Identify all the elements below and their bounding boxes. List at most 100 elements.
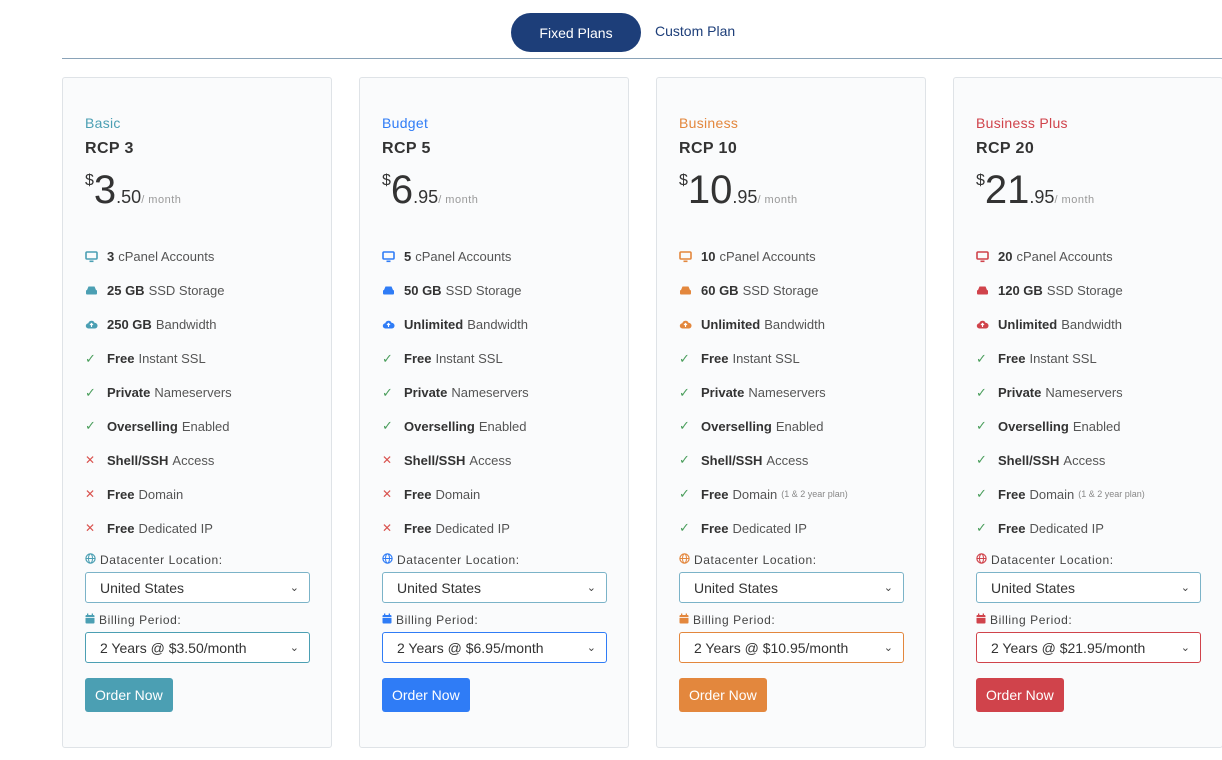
feature-item: ✓ Overselling Enabled xyxy=(85,409,325,443)
plan-name: RCP 3 xyxy=(85,140,134,157)
feature-highlight: Free xyxy=(998,520,1026,536)
billing-period-select[interactable]: 2 Years @ $6.95/month ⌄ xyxy=(382,632,607,663)
billing-label-text: Billing Period: xyxy=(396,613,479,627)
check-icon: ✓ xyxy=(679,384,690,400)
check-icon: ✓ xyxy=(976,486,987,502)
feature-text: Instant SSL xyxy=(435,351,503,367)
feature-text: Nameservers xyxy=(451,385,529,400)
feature-item: ✓ Private Nameservers xyxy=(85,376,325,410)
monitor-icon xyxy=(976,251,998,263)
order-now-button[interactable]: Order Now xyxy=(382,678,470,712)
feature-highlight: Free xyxy=(998,486,1026,502)
billing-label-text: Billing Period: xyxy=(99,613,182,627)
plan-name: RCP 5 xyxy=(382,140,431,157)
feature-text: Nameservers xyxy=(748,385,826,400)
storage-icon xyxy=(679,285,701,296)
datacenter-label-text: Datacenter Location: xyxy=(100,553,223,567)
cloud-icon xyxy=(382,319,404,330)
tab-fixed-plans[interactable]: Fixed Plans xyxy=(511,13,641,52)
billing-label: Billing Period: xyxy=(85,613,181,627)
feature-highlight: Private xyxy=(998,385,1042,400)
feature-item: ✓ Free Dedicated IP xyxy=(976,511,1216,545)
feature-item: ✓ Free Instant SSL xyxy=(382,342,622,376)
feature-item: ✓ Shell/SSH Access xyxy=(679,443,919,477)
feature-text: Bandwidth xyxy=(155,317,217,333)
storage-icon xyxy=(976,285,998,296)
feature-item: 20 cPanel Accounts xyxy=(976,240,1216,274)
feature-text: Bandwidth xyxy=(467,317,528,333)
feature-text: Instant SSL xyxy=(1029,351,1097,367)
feature-text: Domain xyxy=(732,486,778,502)
feature-item: ✓ Free Dedicated IP xyxy=(679,511,919,545)
feature-text: Access xyxy=(172,452,215,468)
price-period: / month xyxy=(141,194,182,206)
cross-icon: ✕ xyxy=(382,453,393,468)
plan-price: $10.95/ month xyxy=(679,168,798,212)
globe-icon xyxy=(382,553,393,567)
check-icon: ✓ xyxy=(679,520,690,536)
feature-highlight: 120 GB xyxy=(998,283,1043,299)
plan-price: $6.95/ month xyxy=(382,168,478,212)
feature-item: 5 cPanel Accounts xyxy=(382,240,622,274)
billing-label: Billing Period: xyxy=(679,613,775,627)
feature-text: Nameservers xyxy=(154,385,232,400)
order-now-button[interactable]: Order Now xyxy=(85,678,173,712)
order-now-button[interactable]: Order Now xyxy=(679,678,767,712)
datacenter-label: Datacenter Location: xyxy=(976,553,1114,567)
price-decimal: .50 xyxy=(116,187,142,207)
chevron-down-icon: ⌄ xyxy=(1180,642,1190,654)
feature-text: Access xyxy=(766,452,809,468)
feature-highlight: Overselling xyxy=(998,418,1069,434)
datacenter-select[interactable]: United States ⌄ xyxy=(85,572,310,603)
feature-item: ✓ Free Domain (1 & 2 year plan) xyxy=(679,477,919,511)
datacenter-select[interactable]: United States ⌄ xyxy=(976,572,1201,603)
billing-value: 2 Years @ $21.95/month xyxy=(991,639,1146,656)
feature-item: ✕ Shell/SSH Access xyxy=(382,443,622,477)
cross-icon: ✕ xyxy=(85,453,96,468)
calendar-icon xyxy=(85,613,95,627)
billing-label-text: Billing Period: xyxy=(990,613,1073,627)
feature-highlight: Overselling xyxy=(404,418,475,434)
check-icon: ✓ xyxy=(85,384,96,400)
check-icon: ✓ xyxy=(976,418,987,434)
feature-list: 20 cPanel Accounts 120 GB SSD Storage Un… xyxy=(976,240,1216,545)
feature-item: 250 GB Bandwidth xyxy=(85,308,325,342)
check-icon: ✓ xyxy=(679,452,690,468)
feature-text: Bandwidth xyxy=(1061,317,1122,333)
billing-period-select[interactable]: 2 Years @ $3.50/month ⌄ xyxy=(85,632,310,663)
chevron-down-icon: ⌄ xyxy=(1180,582,1190,594)
plan-card-business-plus: Business Plus RCP 20 $21.95/ month 20 cP… xyxy=(953,77,1222,748)
price-decimal: .95 xyxy=(1029,187,1055,207)
monitor-icon xyxy=(85,251,107,263)
feature-item: 50 GB SSD Storage xyxy=(382,274,622,308)
feature-item: ✓ Private Nameservers xyxy=(679,376,919,410)
tab-custom-plan[interactable]: Custom Plan xyxy=(655,23,736,39)
check-icon: ✓ xyxy=(976,520,987,536)
billing-value: 2 Years @ $10.95/month xyxy=(694,639,849,656)
feature-item: ✕ Free Domain xyxy=(382,477,622,511)
feature-highlight: Private xyxy=(404,385,448,400)
feature-text: Enabled xyxy=(181,418,230,434)
feature-text: Instant SSL xyxy=(732,351,800,367)
feature-highlight: Free xyxy=(107,351,135,367)
feature-item: ✓ Free Domain (1 & 2 year plan) xyxy=(976,477,1216,511)
feature-note: (1 & 2 year plan) xyxy=(1078,489,1145,500)
check-icon: ✓ xyxy=(976,452,987,468)
billing-period-select[interactable]: 2 Years @ $10.95/month ⌄ xyxy=(679,632,904,663)
feature-highlight: 3 xyxy=(107,249,115,265)
tabs-divider xyxy=(62,58,1222,59)
billing-period-select[interactable]: 2 Years @ $21.95/month ⌄ xyxy=(976,632,1201,663)
feature-highlight: Shell/SSH xyxy=(998,452,1060,468)
order-now-button[interactable]: Order Now xyxy=(976,678,1064,712)
feature-text: SSD Storage xyxy=(1046,283,1123,299)
datacenter-select[interactable]: United States ⌄ xyxy=(679,572,904,603)
datacenter-label: Datacenter Location: xyxy=(382,553,520,567)
price-decimal: .95 xyxy=(732,187,758,207)
feature-highlight: Free xyxy=(107,520,135,536)
datacenter-select[interactable]: United States ⌄ xyxy=(382,572,607,603)
datacenter-value: United States xyxy=(694,579,779,596)
price-integer: 3 xyxy=(93,168,117,212)
feature-text: Access xyxy=(469,452,512,468)
feature-highlight: Free xyxy=(107,486,135,502)
feature-highlight: 250 GB xyxy=(107,317,152,333)
